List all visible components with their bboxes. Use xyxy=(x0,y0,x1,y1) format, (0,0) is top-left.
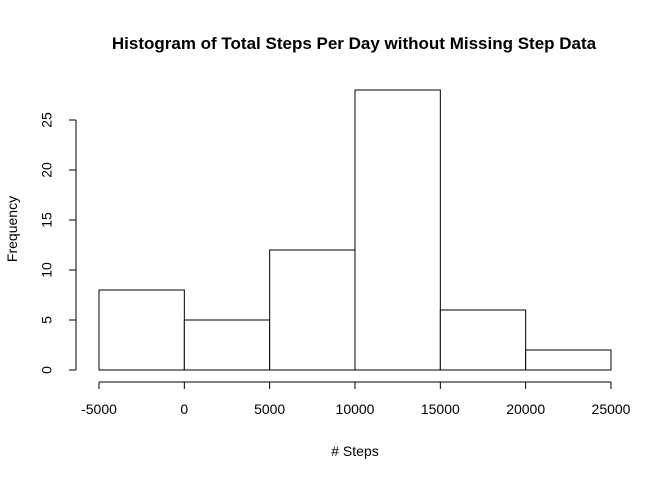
y-tick-label: 15 xyxy=(39,212,55,228)
histogram-bar-1 xyxy=(183,319,271,371)
y-tick-label: 0 xyxy=(39,366,55,374)
y-tick-label: 10 xyxy=(39,262,55,278)
bars-layer xyxy=(98,89,612,371)
histogram-bar-2 xyxy=(269,249,356,371)
x-tick-label: 15000 xyxy=(421,401,460,417)
histogram-bar-5 xyxy=(525,349,612,371)
histogram-bar-0 xyxy=(98,289,185,371)
chart-title: Histogram of Total Steps Per Day without… xyxy=(112,34,597,53)
y-axis-label: Frequency xyxy=(4,196,20,262)
histogram-bar-3 xyxy=(354,89,441,371)
x-tick-label: 5000 xyxy=(254,401,285,417)
histogram-bar-4 xyxy=(439,309,527,371)
x-tick-label: 10000 xyxy=(336,401,375,417)
x-tick-label: 0 xyxy=(180,401,188,417)
x-axis-label: # Steps xyxy=(331,443,378,459)
y-tick-label: 25 xyxy=(39,112,55,128)
x-tick-label: 25000 xyxy=(592,401,631,417)
x-tick-label: 20000 xyxy=(506,401,545,417)
y-tick-label: 20 xyxy=(39,162,55,178)
y-axis: 0 5 10 15 20 25 xyxy=(39,112,77,374)
x-axis: -5000 0 5000 10000 15000 20000 25000 xyxy=(81,381,631,417)
x-tick-label: -5000 xyxy=(81,401,117,417)
y-tick-label: 5 xyxy=(39,316,55,324)
